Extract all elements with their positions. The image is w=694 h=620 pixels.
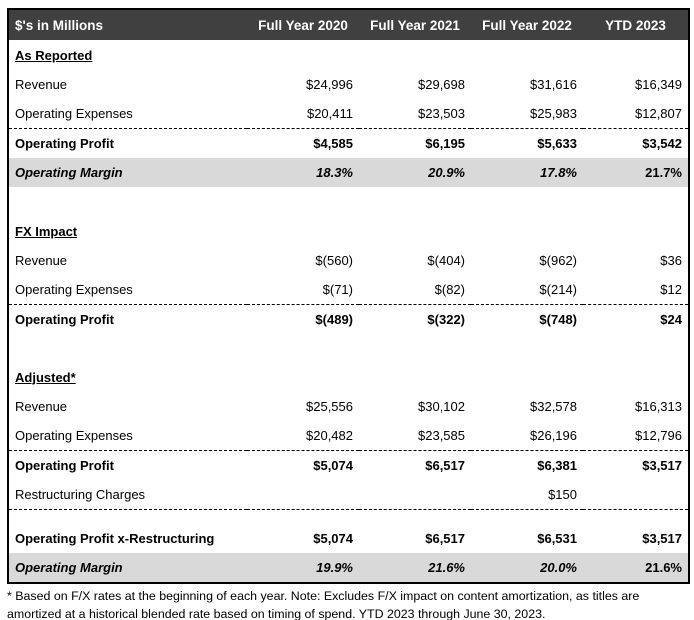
row-label: Operating Margin (8, 158, 247, 187)
column-header-fy2021: Full Year 2021 (359, 9, 471, 40)
value-cell: $25,983 (471, 99, 583, 129)
value-cell (247, 480, 359, 510)
row-label: Revenue (15, 399, 68, 414)
value-cell: $16,349 (635, 77, 682, 92)
value-cell: $(404) (427, 253, 465, 268)
value-cell: $5,074 (313, 458, 353, 473)
row-as-reported-operating-profit: Operating Profit $4,585 $6,195 $5,633 $3… (8, 129, 689, 159)
section-heading-as-reported: As Reported (15, 47, 93, 63)
table-title: $'s in Millions (8, 9, 247, 40)
row-fx-revenue: Revenue $(560) $(404) $(962) $36 (8, 246, 689, 275)
value-cell: $29,698 (418, 77, 465, 92)
section-heading-adjusted: Adjusted* (15, 369, 76, 385)
row-adjusted-operating-expenses: Operating Expenses $20,482 $23,585 $26,1… (8, 421, 689, 451)
row-adjusted-operating-profit: Operating Profit $5,074 $6,517 $6,381 $3… (8, 451, 689, 481)
value-cell: $6,517 (425, 458, 465, 473)
value-cell: $(71) (247, 275, 359, 305)
row-label: Operating Profit x-Restructuring (15, 531, 215, 546)
column-header-ytd2023: YTD 2023 (583, 9, 689, 40)
value-cell: $4,585 (313, 136, 353, 151)
column-header-fy2020: Full Year 2020 (247, 9, 359, 40)
row-label: Operating Profit (15, 458, 114, 473)
value-cell: $(489) (315, 312, 353, 327)
value-cell: $20,482 (247, 421, 359, 451)
row-as-reported-operating-expenses: Operating Expenses $20,411 $23,503 $25,9… (8, 99, 689, 129)
value-cell: 21.6% (359, 553, 471, 583)
financials-table: $'s in Millions Full Year 2020 Full Year… (7, 8, 690, 584)
value-cell: $6,517 (425, 531, 465, 546)
row-label: Operating Expenses (8, 99, 247, 129)
value-cell: $20,411 (247, 99, 359, 129)
value-cell: $(560) (315, 253, 353, 268)
value-cell: $3,517 (642, 458, 682, 473)
value-cell: $25,556 (306, 399, 353, 414)
value-cell: $32,578 (530, 399, 577, 414)
row-label: Operating Margin (8, 553, 247, 583)
value-cell: $36 (660, 253, 682, 268)
footnote: * Based on F/X rates at the beginning of… (7, 589, 640, 620)
value-cell: $24 (660, 312, 682, 327)
value-cell: $150 (471, 480, 583, 510)
value-cell: 19.9% (247, 553, 359, 583)
spacer-row-small (8, 510, 689, 525)
value-cell: 21.6% (583, 553, 689, 583)
spacer-row (8, 334, 689, 362)
row-label: Operating Profit (15, 312, 114, 327)
value-cell: 20.0% (471, 553, 583, 583)
header-row: $'s in Millions Full Year 2020 Full Year… (8, 9, 689, 40)
value-cell: $12,807 (583, 99, 689, 129)
value-cell: $(214) (471, 275, 583, 305)
value-cell: $3,542 (642, 136, 682, 151)
value-cell: 20.9% (359, 158, 471, 187)
spacer-row (8, 187, 689, 216)
value-cell: $26,196 (471, 421, 583, 451)
row-as-reported-operating-margin: Operating Margin 18.3% 20.9% 17.8% 21.7% (8, 158, 689, 187)
row-label: Restructuring Charges (8, 480, 247, 510)
value-cell: 21.7% (583, 158, 689, 187)
value-cell: $(82) (359, 275, 471, 305)
value-cell: $(322) (427, 312, 465, 327)
value-cell: $5,074 (313, 531, 353, 546)
value-cell: $16,313 (635, 399, 682, 414)
row-operating-profit-x-restructuring: Operating Profit x-Restructuring $5,074 … (8, 524, 689, 553)
row-fx-operating-profit: Operating Profit $(489) $(322) $(748) $2… (8, 305, 689, 335)
section-heading-fx-impact: FX Impact (15, 223, 78, 239)
value-cell: $(962) (539, 253, 577, 268)
value-cell: $(748) (539, 312, 577, 327)
value-cell: $5,633 (537, 136, 577, 151)
row-adjusted-operating-margin: Operating Margin 19.9% 21.6% 20.0% 21.6% (8, 553, 689, 583)
value-cell: $6,531 (537, 531, 577, 546)
column-header-fy2022: Full Year 2022 (471, 9, 583, 40)
value-cell: $3,517 (642, 531, 682, 546)
value-cell: $30,102 (418, 399, 465, 414)
value-cell: $6,195 (425, 136, 465, 151)
value-cell: $23,585 (359, 421, 471, 451)
row-restructuring-charges: Restructuring Charges $150 (8, 480, 689, 510)
row-label: Revenue (15, 77, 68, 92)
row-as-reported-revenue: Revenue $24,996 $29,698 $31,616 $16,349 (8, 70, 689, 99)
value-cell: $23,503 (359, 99, 471, 129)
row-label: Revenue (15, 253, 68, 268)
value-cell: $24,996 (306, 77, 353, 92)
value-cell: 18.3% (247, 158, 359, 187)
row-adjusted-revenue: Revenue $25,556 $30,102 $32,578 $16,313 (8, 392, 689, 421)
value-cell: $12,796 (583, 421, 689, 451)
row-fx-operating-expenses: Operating Expenses $(71) $(82) $(214) $1… (8, 275, 689, 305)
value-cell (359, 480, 471, 510)
row-label: Operating Profit (15, 136, 114, 151)
value-cell (583, 480, 689, 510)
value-cell: $31,616 (530, 77, 577, 92)
row-label: Operating Expenses (8, 275, 247, 305)
value-cell: 17.8% (471, 158, 583, 187)
row-label: Operating Expenses (8, 421, 247, 451)
value-cell: $6,381 (537, 458, 577, 473)
value-cell: $12 (583, 275, 689, 305)
